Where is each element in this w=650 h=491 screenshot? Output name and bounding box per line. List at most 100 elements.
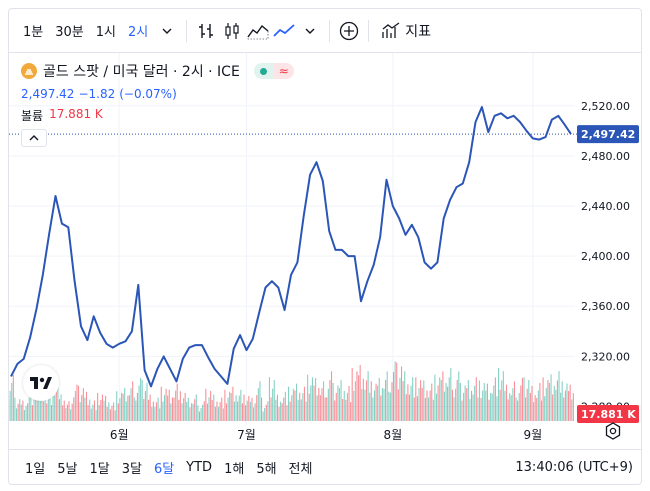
- indicators-button[interactable]: 지표: [375, 21, 437, 41]
- volume-bar: [87, 405, 89, 421]
- bar-chart-type-icon[interactable]: [193, 18, 219, 44]
- volume-bar: [216, 401, 218, 421]
- range-1m[interactable]: 1달: [89, 462, 110, 477]
- time-axis: 6월 7월 8월 9월: [110, 428, 542, 442]
- range-6m[interactable]: 6달: [153, 462, 175, 477]
- clock-timezone[interactable]: 13:40:06 (UTC+9): [515, 460, 633, 475]
- area-chart-type-icon[interactable]: [245, 18, 271, 44]
- volume-bar: [310, 385, 312, 421]
- volume-bar: [421, 388, 423, 421]
- volume-bar: [203, 401, 205, 421]
- volume-bar: [146, 382, 148, 421]
- volume-bar: [528, 380, 530, 421]
- volume-bar: [345, 399, 347, 421]
- volume-bar: [319, 395, 321, 421]
- price-line: [10, 106, 572, 388]
- volume-bar: [194, 399, 196, 421]
- interval-1h[interactable]: 1시: [95, 25, 116, 40]
- price-tick-label: 2,440.00: [581, 200, 630, 213]
- volume-bar: [22, 400, 24, 421]
- interval-1m[interactable]: 1분: [23, 25, 44, 40]
- volume-bar: [155, 402, 158, 421]
- volume-bar: [200, 408, 202, 421]
- volume-bar: [443, 391, 446, 421]
- volume-bar: [512, 388, 514, 421]
- volume-bar: [97, 392, 99, 421]
- volume-bar: [100, 399, 102, 421]
- range-ytd[interactable]: YTD: [186, 460, 213, 475]
- interval-2h[interactable]: 2시: [127, 25, 149, 40]
- volume-bar: [517, 400, 519, 421]
- volume-bar: [415, 377, 417, 421]
- price-change-percent: (−0.07%): [119, 87, 177, 101]
- compare-plus-icon[interactable]: [336, 18, 362, 44]
- volume-bar: [11, 382, 13, 421]
- volume-bar: [378, 378, 380, 421]
- price-chart[interactable]: 2,520.00 2,480.00 2,440.00 2,400.00 2,360.00…: [9, 53, 642, 449]
- tradingview-logo-icon[interactable]: [23, 365, 59, 401]
- line-chart-type-icon[interactable]: [271, 18, 297, 44]
- volume-bar: [329, 380, 331, 421]
- range-5d[interactable]: 5날: [57, 462, 78, 477]
- symbol-title[interactable]: 골드 스팟 / 미국 달러 · 2시 · ICE: [43, 64, 240, 80]
- volume-bar: [138, 385, 140, 421]
- volume-bar: [386, 371, 388, 421]
- volume-bar: [467, 380, 469, 421]
- volume-bar: [120, 392, 123, 421]
- volume-bar: [394, 361, 396, 421]
- volume-bar: [214, 406, 216, 421]
- volume-bar: [354, 381, 356, 421]
- last-price-value: 2,497.42: [21, 87, 75, 101]
- volume-bar: [73, 397, 75, 421]
- volume-bar: [230, 393, 232, 421]
- chart-type-dropdown-chevron-icon[interactable]: [297, 18, 323, 44]
- range-1y[interactable]: 1해: [224, 462, 245, 477]
- interval-30m[interactable]: 30분: [55, 25, 84, 40]
- volume-bar: [464, 385, 466, 421]
- volume-bar: [90, 408, 92, 421]
- interval-dropdown-chevron-icon[interactable]: [154, 18, 180, 44]
- chart-widget: 1분 30분 1시 2시 지표: [8, 8, 642, 485]
- volume-bar: [434, 374, 436, 421]
- volume-bar: [184, 392, 186, 421]
- volume-bar: [340, 380, 342, 421]
- collapse-legend-button[interactable]: [21, 129, 47, 147]
- volume-bar: [308, 393, 310, 421]
- market-status-pill[interactable]: ≈: [253, 63, 294, 79]
- range-all[interactable]: 전체: [288, 462, 313, 477]
- volume-bar: [490, 392, 492, 421]
- candlestick-chart-type-icon[interactable]: [219, 18, 245, 44]
- volume-bar: [504, 390, 506, 421]
- volume-bar: [461, 400, 463, 421]
- volume-bar: [455, 388, 457, 421]
- volume-bar: [475, 377, 477, 421]
- volume-bar: [342, 398, 344, 421]
- range-5y[interactable]: 5해: [256, 462, 277, 477]
- volume-bar: [79, 402, 81, 421]
- month-tick-label: 9월: [523, 428, 542, 442]
- range-1d[interactable]: 1일: [25, 462, 46, 477]
- volume-bar: [327, 388, 329, 421]
- volume-bar: [25, 405, 27, 421]
- volume-bar: [52, 378, 54, 421]
- volume-bar: [140, 378, 142, 421]
- volume-bar: [168, 389, 170, 421]
- range-3m[interactable]: 3달: [121, 462, 142, 477]
- volume-bar: [148, 399, 150, 421]
- last-volume-axis-label: 17.881 K: [581, 408, 636, 421]
- volume-bar: [483, 383, 485, 421]
- volume-bar: [211, 399, 213, 421]
- volume-bar: [103, 400, 105, 421]
- settings-gear-icon[interactable]: [603, 421, 623, 441]
- volume-bar: [477, 397, 479, 421]
- range-bar: 1일 5날 1달 3달 6달 YTD 1해 5해 전체 13:40:06 (UT…: [9, 449, 641, 484]
- volume-bar: [294, 390, 296, 421]
- volume-bar: [14, 397, 16, 421]
- volume-bar: [288, 386, 290, 421]
- volume-bar: [63, 400, 65, 421]
- volume-bar: [149, 394, 151, 421]
- volume-bar: [437, 385, 439, 421]
- volume-bar: [459, 383, 461, 421]
- volume-bar: [9, 390, 11, 421]
- volume-bar: [186, 401, 188, 421]
